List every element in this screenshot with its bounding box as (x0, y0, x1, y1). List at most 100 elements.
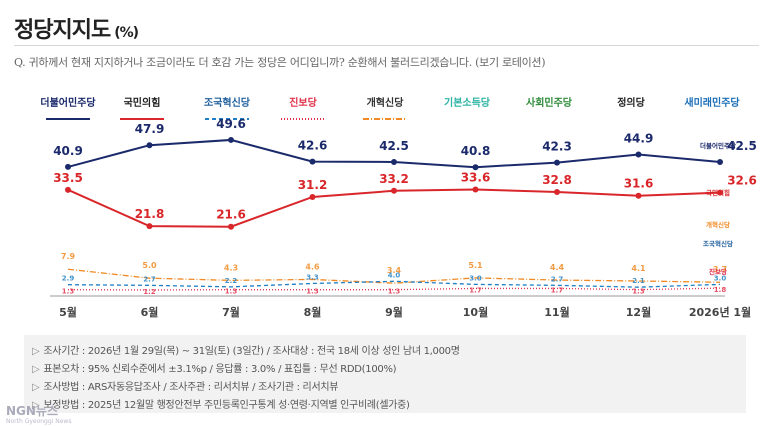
data-point (472, 186, 479, 193)
data-label: 3.0 (469, 274, 482, 282)
data-point (472, 164, 479, 171)
data-label: 33.6 (461, 171, 491, 185)
legend-label: 조국혁신당 (204, 96, 251, 109)
note-error: ▷ 표본오차 : 95% 신뢰수준에서 ±3.1%p / 응답률 : 3.0% /… (32, 364, 397, 375)
data-label: 3.3 (306, 273, 319, 281)
legend-label: 더불어민주당 (40, 96, 96, 109)
x-tick-label: 11월 (544, 305, 569, 319)
data-point (391, 187, 397, 194)
legend-label: 개혁신당 (367, 96, 405, 109)
news-watermark: NGN뉴스 North Gyeonggi News (6, 404, 72, 425)
data-label: 42.5 (379, 139, 409, 153)
x-tick-label: 2026년 1월 (689, 305, 751, 319)
data-label: 3.7 (713, 265, 727, 274)
data-label: 2.2 (225, 277, 238, 285)
data-point (554, 159, 560, 166)
data-label: 2.7 (143, 275, 156, 283)
data-point (554, 189, 560, 196)
data-point (635, 192, 642, 199)
data-label: 7.9 (61, 252, 76, 261)
data-label: 5.1 (468, 261, 483, 270)
data-label: 4.1 (631, 264, 646, 273)
data-label: 32.8 (542, 173, 572, 187)
data-label: 49.6 (216, 117, 246, 131)
data-label: 4.4 (550, 263, 565, 272)
data-point (717, 189, 723, 196)
data-label: 1.3 (632, 288, 645, 296)
data-point (228, 223, 234, 230)
legend-label: 진보당 (289, 96, 317, 109)
data-label: 4.0 (388, 271, 401, 279)
series-line (67, 188, 721, 228)
data-label: 1.2 (143, 288, 156, 296)
x-tick-label: 12월 (626, 305, 651, 319)
party-support-chart: 더불어민주당 국민의힘 조국혁신당 진보당 개혁신당 기본소득당 사회민주당 정의당 새미래민주… (40, 96, 757, 319)
end-party-label: 국민의힘 (706, 188, 730, 197)
data-label: 1.7 (469, 286, 482, 294)
data-label: 42.3 (542, 140, 572, 154)
data-label: 4.3 (224, 263, 238, 272)
end-party-label: 진보당 (709, 267, 727, 276)
data-label: 3.4 (387, 266, 402, 275)
series-line (67, 268, 721, 284)
data-point (146, 223, 153, 230)
data-point (65, 186, 71, 193)
title-divider (14, 45, 759, 46)
legend-label: 사회민주당 (526, 96, 573, 109)
data-label: 1.7 (551, 286, 564, 294)
end-party-label: 조국혁신당 (703, 239, 733, 248)
data-label: 2.9 (62, 275, 75, 283)
legend-label: 기본소득당 (444, 96, 491, 109)
data-label: 47.9 (135, 122, 165, 136)
data-point (228, 136, 234, 143)
data-label: 33.5 (53, 171, 83, 185)
data-label: 1.3 (225, 288, 238, 296)
x-tick-label: 6월 (141, 305, 159, 319)
data-label: 40.8 (461, 144, 491, 158)
survey-question: Q. 귀하께서 현재 지지하거나 조금이라도 더 호감 가는 정당은 어디입니까… (14, 56, 546, 69)
data-label: 4.6 (305, 262, 320, 271)
data-label: 32.6 (727, 174, 757, 188)
end-party-label: 개혁신당 (706, 220, 730, 229)
legend-label: 정의당 (617, 96, 645, 109)
data-label: 5.0 (142, 261, 157, 270)
legend-label: 새미래민주당 (684, 96, 740, 109)
data-label: 1.3 (306, 288, 319, 296)
data-label: 1.3 (62, 288, 75, 296)
x-tick-label: 8월 (304, 305, 322, 319)
title-text: 정당지지도 (14, 18, 111, 43)
data-point (146, 142, 153, 149)
x-tick-label: 7월 (222, 305, 240, 319)
data-point (635, 151, 642, 158)
title-unit: (%) (114, 25, 139, 41)
data-point (65, 163, 71, 170)
legend-label: 국민의힘 (124, 96, 161, 109)
x-tick-label: 9월 (385, 305, 403, 319)
note-period: ▷ 조사기간 : 2026년 1월 29일(목) ~ 31일(토) (3일간) /… (32, 346, 460, 357)
x-tick-label: 10월 (463, 305, 488, 319)
survey-notes: ▷ 조사기간 : 2026년 1월 29일(목) ~ 31일(토) (3일간) /… (24, 335, 746, 413)
data-label: 3.0 (714, 274, 727, 282)
data-label: 21.6 (216, 208, 246, 222)
series-line (67, 287, 721, 291)
note-weighting: ▷ 보정방법 : 2025년 12월말 행정안전부 주민등록인구통계 성·연령·지… (32, 400, 410, 411)
data-label: 1.3 (388, 288, 401, 296)
data-point (309, 158, 316, 165)
data-point (309, 193, 316, 200)
note-method: ▷ 조사방법 : ARS자동응답조사 / 조사주관 : 리서치뷰 / 조사기관 :… (32, 382, 339, 393)
data-label: 44.9 (624, 132, 654, 146)
data-label: 40.9 (53, 144, 83, 158)
data-label: 2.1 (632, 277, 645, 285)
data-point (391, 158, 397, 165)
data-label: 31.6 (624, 177, 654, 191)
end-party-label: 더불어민주당 (700, 141, 736, 150)
page-title: 정당지지도 (%) (14, 12, 139, 44)
x-tick-label: 5월 (59, 305, 77, 319)
data-label: 31.2 (298, 178, 328, 192)
data-label: 21.8 (135, 207, 165, 221)
data-label: 42.5 (727, 139, 757, 153)
data-label: 42.6 (298, 139, 328, 153)
data-label: 33.2 (379, 172, 409, 186)
data-label: 2.7 (551, 275, 564, 283)
series-line (67, 280, 721, 288)
